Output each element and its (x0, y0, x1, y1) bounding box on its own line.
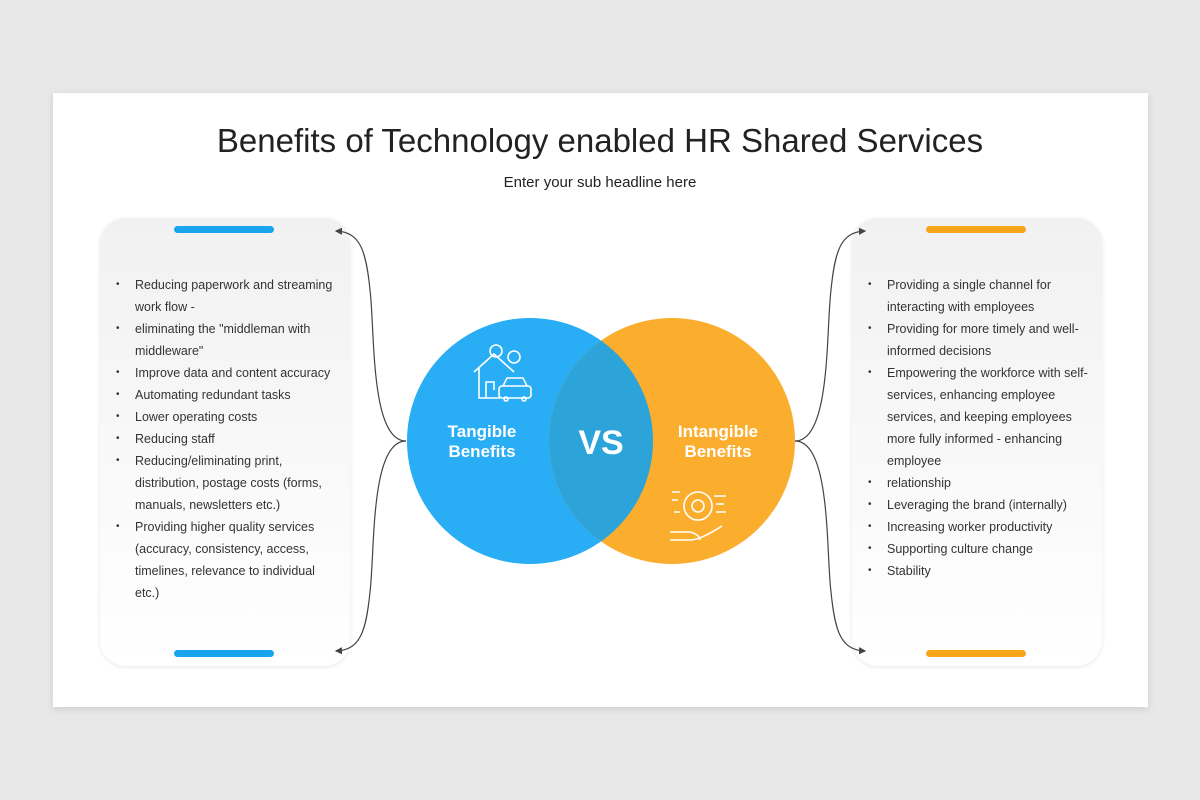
list-item: Providing a single channel for interacti… (868, 274, 1088, 318)
list-item: Reducing paperwork and streaming work fl… (116, 274, 336, 318)
card-bottom-bar (926, 650, 1026, 657)
house-car-money-icon (473, 344, 532, 402)
tangible-card: Reducing paperwork and streaming work fl… (100, 218, 350, 666)
subtitle: Enter your sub headline here (503, 174, 697, 191)
overlap-region (549, 318, 653, 564)
intangible-card: Providing a single channel for interacti… (852, 218, 1102, 666)
intangible-list: Providing a single channel for interacti… (868, 274, 1088, 582)
tangible-list: Reducing paperwork and streaming work fl… (116, 274, 336, 604)
list-item: Supporting culture change (868, 538, 1088, 560)
list-item: relationship (868, 472, 1088, 494)
tangible-label: Tangible Benefits (447, 422, 517, 461)
card-bottom-bar (174, 650, 274, 657)
list-item: Lower operating costs (116, 406, 336, 428)
list-item: Improve data and content accuracy (116, 362, 336, 384)
card-top-bar (174, 226, 274, 233)
list-item: Providing higher quality services (accur… (116, 516, 336, 604)
list-item: Stability (868, 560, 1088, 582)
hand-brain-icon (670, 491, 726, 541)
list-item: eliminating the "middleman with middlewa… (116, 318, 336, 362)
list-item: Providing for more timely and well-infor… (868, 318, 1088, 362)
page-title: Benefits of Technology enabled HR Shared… (216, 122, 984, 159)
list-item: Reducing/eliminating print, distribution… (116, 450, 336, 516)
list-item: Leveraging the brand (internally) (868, 494, 1088, 516)
list-item: Reducing staff (116, 428, 336, 450)
vs-label: VS (578, 424, 623, 462)
intangible-label: Intangible Benefits (677, 422, 759, 461)
card-top-bar (926, 226, 1026, 233)
connector-lines (334, 227, 867, 655)
list-item: Increasing worker productivity (868, 516, 1088, 538)
list-item: Empowering the workforce with self-servi… (868, 362, 1088, 472)
list-item: Automating redundant tasks (116, 384, 336, 406)
